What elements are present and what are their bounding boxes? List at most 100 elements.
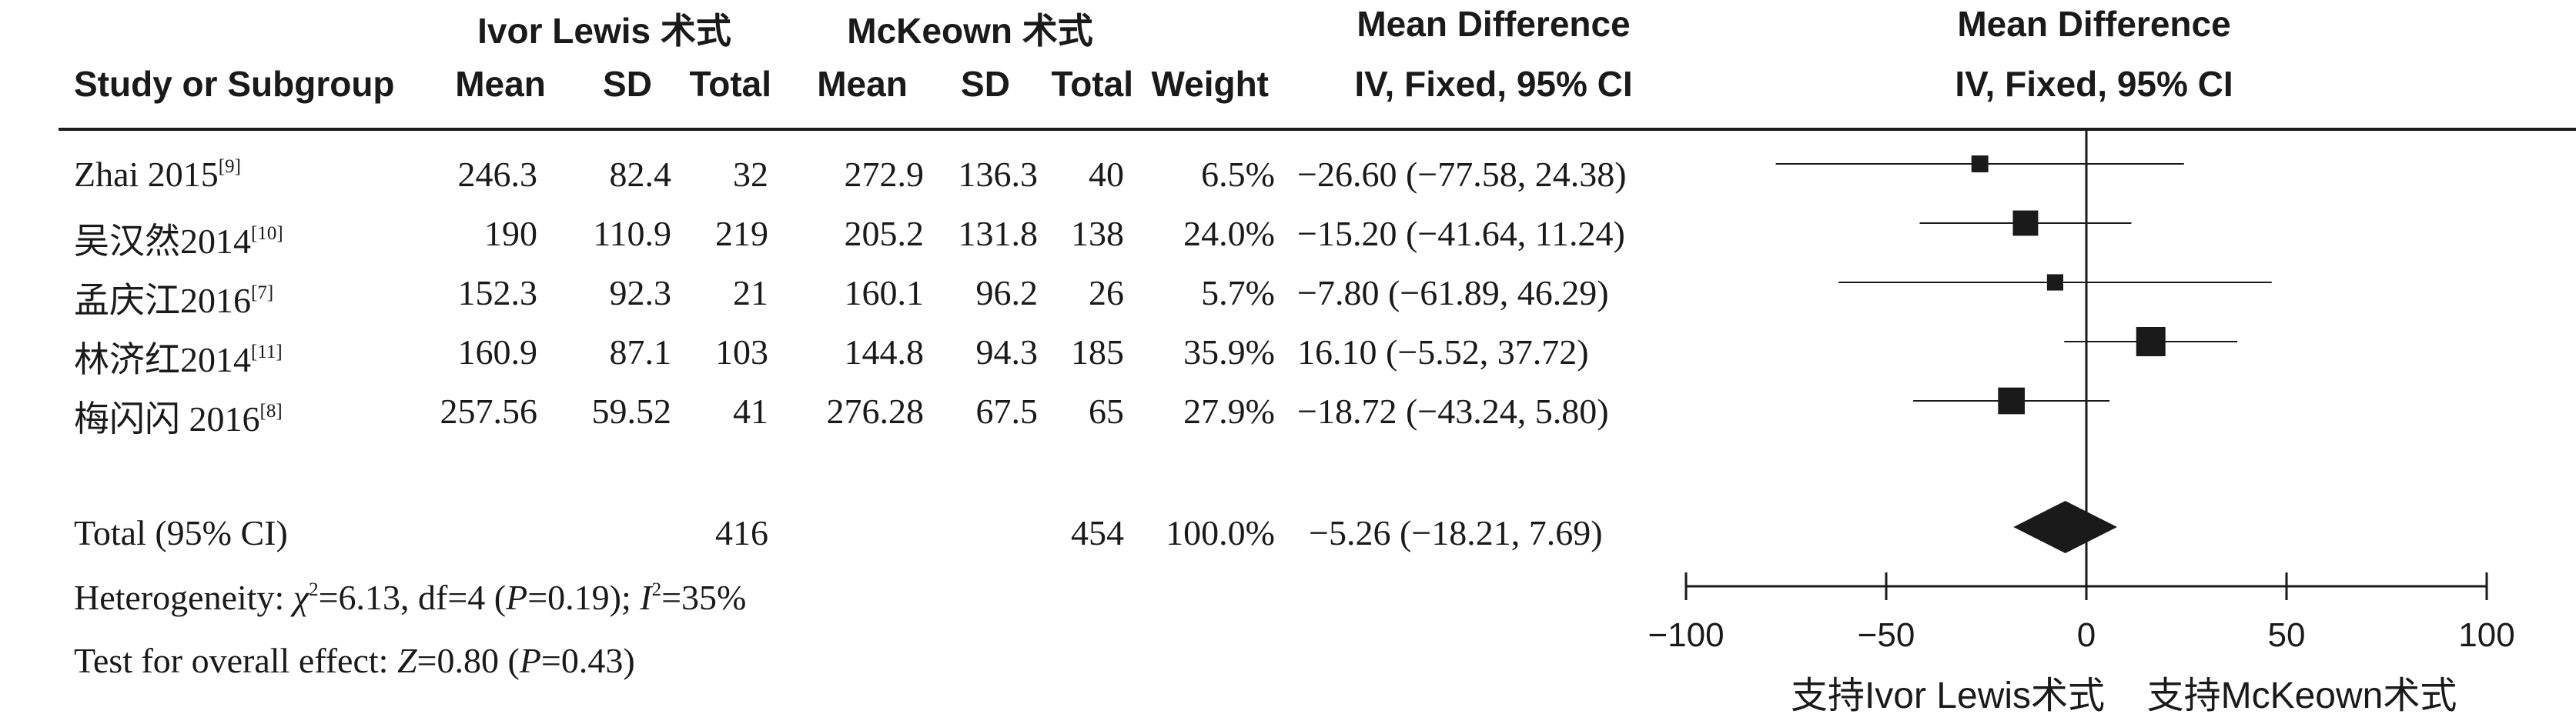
sd2-cell: 96.2	[975, 273, 1039, 312]
study-name: 孟庆江2016[7]	[74, 272, 273, 323]
mean2-header: Mean	[817, 64, 908, 104]
study-label: Zhai 2015	[74, 155, 219, 194]
mean2-cell: 276.28	[826, 392, 925, 431]
total1-header: Total	[689, 64, 771, 104]
md-plot-subtitle: IV, Fixed, 95% CI	[1955, 64, 2233, 104]
sd1-header: SD	[603, 64, 652, 104]
mean2-cell: 144.8	[844, 332, 925, 372]
ci-cell: −7.80 (−61.89, 46.29)	[1297, 273, 1609, 312]
het-chi-symbol: χ	[293, 578, 309, 617]
group2-header: McKeown 术式	[847, 11, 1093, 51]
sd2-cell: 131.8	[958, 214, 1039, 253]
overall-effect-line: Test for overall effect: Z=0.80 (P=0.43)	[74, 640, 635, 681]
weight-cell: 35.9%	[1183, 332, 1275, 372]
heterogeneity-line: Heterogeneity: χ2=6.13, df=4 (P=0.19); I…	[74, 577, 746, 618]
total1-cell: 32	[733, 155, 768, 194]
study-effect-square	[2012, 210, 2039, 236]
study-effect-square	[1971, 155, 1989, 172]
overall-prefix: Test for overall effect:	[74, 641, 397, 680]
total2-cell: 40	[1089, 155, 1124, 194]
het-i-text: =35%	[661, 578, 747, 617]
x-tick-label: 100	[2458, 616, 2514, 654]
mean1-cell: 257.56	[440, 392, 538, 431]
sd2-header: SD	[961, 64, 1010, 104]
mean1-cell: 246.3	[457, 155, 538, 194]
sd1-cell: 87.1	[609, 332, 672, 372]
x-tick-label: 50	[2268, 616, 2306, 654]
study-label: 林济红2014	[74, 340, 251, 379]
study-name: 梅闪闪 2016[8]	[74, 391, 283, 442]
total2-header: Total	[1051, 64, 1133, 104]
weight-cell: 24.0%	[1183, 214, 1275, 253]
x-tick-label: −100	[1648, 616, 1724, 654]
study-label: 孟庆江2016	[74, 281, 251, 320]
het-prefix: Heterogeneity:	[74, 578, 293, 617]
sd2-cell: 67.5	[975, 392, 1039, 431]
mean2-cell: 272.9	[844, 155, 925, 194]
het-chi-text: =6.13, df=4 (	[318, 578, 507, 617]
ci-cell: 16.10 (−5.52, 37.72)	[1297, 332, 1589, 372]
mean1-cell: 152.3	[457, 273, 538, 312]
total1-cell: 21	[733, 273, 768, 312]
overall-z-text: =0.80 (	[417, 641, 520, 680]
total1-cell: 41	[733, 392, 768, 431]
sd2-cell: 136.3	[958, 155, 1039, 194]
sd1-cell: 82.4	[609, 155, 672, 194]
mean2-cell: 205.2	[844, 214, 925, 253]
total2-cell: 26	[1089, 273, 1124, 312]
group1-header: Ivor Lewis 术式	[477, 11, 731, 51]
total1-cell: 219	[715, 214, 768, 253]
study-name: Zhai 2015[9]	[74, 154, 241, 195]
study-ref: [9]	[218, 156, 241, 177]
study-ref: [11]	[251, 342, 283, 362]
total2-cell: 65	[1089, 392, 1124, 431]
weight-cell: 5.7%	[1201, 273, 1275, 312]
weight-cell: 27.9%	[1183, 392, 1275, 431]
mean1-header: Mean	[455, 64, 546, 104]
total2-cell: 185	[1071, 332, 1124, 372]
het-p-symbol: P	[506, 578, 528, 617]
total-weight: 100.0%	[1166, 513, 1275, 552]
study-column-header: Study or Subgroup	[74, 64, 395, 104]
het-i-sup: 2	[651, 579, 662, 600]
sd1-cell: 92.3	[609, 273, 672, 312]
favours-right-label: 支持McKeown术式	[2147, 676, 2457, 714]
total2-cell: 138	[1071, 214, 1124, 253]
study-name: 吴汉然2014[10]	[74, 213, 283, 264]
total1-sum: 416	[715, 513, 768, 552]
overall-p-text: =0.43)	[540, 641, 635, 680]
total-ci: −5.26 (−18.21, 7.69)	[1309, 513, 1603, 552]
study-effect-square	[2136, 327, 2166, 356]
sd1-cell: 110.9	[593, 214, 671, 253]
study-ref: [8]	[259, 401, 283, 422]
overall-z-symbol: Z	[396, 641, 417, 680]
study-effect-square	[1998, 387, 2025, 415]
study-label: 梅闪闪 2016	[74, 399, 260, 439]
total2-sum: 454	[1071, 513, 1124, 552]
weight-cell: 6.5%	[1201, 155, 1275, 194]
ci-cell: −18.72 (−43.24, 5.80)	[1297, 392, 1609, 431]
weight-header: Weight	[1151, 64, 1269, 104]
mean1-cell: 190	[484, 214, 537, 253]
x-tick-label: −50	[1858, 616, 1915, 654]
sd2-cell: 94.3	[975, 332, 1039, 372]
study-ref: [10]	[251, 223, 283, 244]
study-name: 林济红2014[11]	[74, 332, 283, 382]
pooled-effect-diamond	[2013, 501, 2117, 553]
md-table-title: Mean Difference	[1357, 4, 1631, 44]
het-p-text: =0.19);	[527, 578, 641, 617]
md-table-subtitle: IV, Fixed, 95% CI	[1354, 64, 1633, 104]
md-plot-title: Mean Difference	[1957, 4, 2231, 44]
study-ref: [7]	[251, 282, 274, 303]
favours-left-label: 支持Ivor Lewis术式	[1791, 676, 2105, 714]
mean2-cell: 160.1	[844, 273, 925, 312]
mean1-cell: 160.9	[457, 332, 538, 372]
het-chi-sup: 2	[309, 579, 319, 600]
study-effect-square	[2046, 274, 2064, 291]
ci-cell: −15.20 (−41.64, 11.24)	[1297, 214, 1625, 253]
sd1-cell: 59.52	[591, 392, 672, 431]
total-label: Total (95% CI)	[74, 513, 288, 552]
study-label: 吴汉然2014	[74, 222, 251, 261]
het-i-symbol: I	[640, 578, 652, 617]
